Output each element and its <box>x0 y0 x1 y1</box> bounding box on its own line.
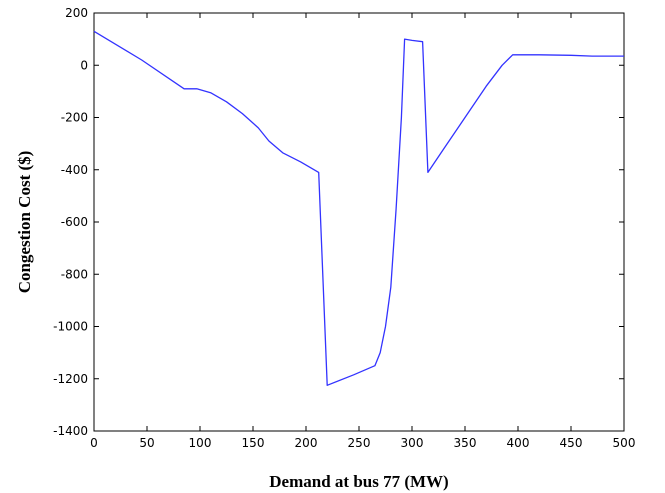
series-layer <box>93 30 624 386</box>
x-axis-tick-labels: 0 50 100 150 200 250 300 350 400 450 500 <box>90 436 635 450</box>
x-axis-label: Demand at bus 77 (MW) <box>269 472 448 491</box>
y-tick-label: -800 <box>61 267 88 281</box>
x-tick-label: 250 <box>348 436 371 450</box>
x-tick-label: 450 <box>560 436 583 450</box>
x-tick-label: 350 <box>454 436 477 450</box>
y-tick-label: -200 <box>61 111 88 125</box>
y-tick-label: -1200 <box>53 372 88 386</box>
y-tick-label: -400 <box>61 163 88 177</box>
y-tick-label: 0 <box>80 58 88 72</box>
x-tick-label: 200 <box>295 436 318 450</box>
plot-area <box>93 12 625 432</box>
x-tick-label: 100 <box>189 436 212 450</box>
x-tick-label: 0 <box>90 436 98 450</box>
y-tick-label: -600 <box>61 215 88 229</box>
y-axis-ticks <box>94 12 624 432</box>
series-line <box>93 30 624 386</box>
x-tick-label: 400 <box>507 436 530 450</box>
x-tick-label: 150 <box>242 436 265 450</box>
x-tick-label: 50 <box>139 436 154 450</box>
x-tick-label: 300 <box>401 436 424 450</box>
y-tick-label: -1400 <box>53 424 88 438</box>
y-axis-label: Congestion Cost ($) <box>15 151 34 294</box>
y-tick-label: 200 <box>65 6 88 20</box>
x-tick-label: 500 <box>613 436 636 450</box>
y-axis-tick-labels: -1400 -1200 -1000 -800 -600 -400 -200 0 200 <box>53 6 88 438</box>
x-axis-ticks <box>93 13 625 431</box>
y-tick-label: -1000 <box>53 320 88 334</box>
